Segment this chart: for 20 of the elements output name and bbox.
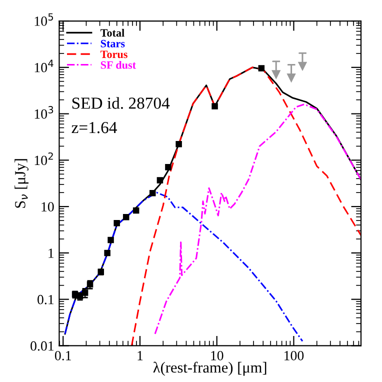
annotation: z=1.64 (72, 122, 117, 134)
y-tick-label: 0.01 (30, 341, 54, 351)
y-tick-label: 1 (48, 248, 54, 258)
x-tick-label: 1 (138, 351, 143, 360)
x-tick-label: 10 (211, 350, 224, 360)
y-axis-title: S$_{ν}$ [μJy] (14, 159, 28, 208)
legend-label: Stars (100, 40, 125, 48)
y-tick-label: 10$^{2}$ (34, 152, 53, 166)
y-tick-label: 10$^{5}$ (34, 13, 54, 26)
legend-label: SF dust (100, 60, 136, 69)
x-tick-label: 100 (284, 350, 304, 360)
y-tick-label: 10$^{3}$ (34, 106, 54, 119)
y-tick-label: 10$^{4}$ (34, 60, 54, 72)
y-tick-label: 0.1 (38, 294, 54, 304)
y-tick-label: 10 (42, 202, 54, 212)
x-axis-title: λ(rest-frame) [μm] (153, 362, 266, 376)
annotation: SED id. 28704 (72, 97, 170, 109)
legend-label: Torus (100, 50, 128, 58)
legend-label: Total (100, 28, 124, 37)
x-tick-label: 0.1 (54, 350, 71, 360)
